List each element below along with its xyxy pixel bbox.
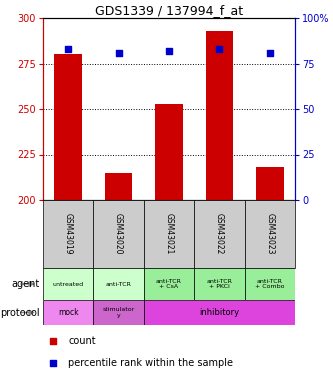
Text: GSM43021: GSM43021 (165, 213, 173, 255)
Point (267, 50, 272, 55)
Point (66, 46, 71, 52)
Bar (194, 268, 245, 300)
Bar (144, 268, 194, 300)
Bar (54, 54, 82, 200)
Bar (93, 200, 144, 268)
Bar (93, 300, 144, 325)
Bar (155, 104, 183, 200)
Point (50, 339, 56, 345)
Title: GDS1339 / 137994_f_at: GDS1339 / 137994_f_at (95, 4, 243, 17)
Text: percentile rank within the sample: percentile rank within the sample (68, 358, 233, 368)
Bar (144, 200, 194, 268)
Point (217, 46, 222, 52)
Bar (245, 268, 295, 300)
Text: count: count (68, 336, 96, 346)
Text: untreated: untreated (53, 282, 84, 286)
Point (166, 48, 172, 54)
Text: inhibitory: inhibitory (199, 308, 239, 317)
Text: anti-TCR
+ PKCi: anti-TCR + PKCi (206, 279, 232, 290)
Point (50, 360, 56, 366)
Text: GSM43022: GSM43022 (215, 213, 224, 255)
Text: GSM43019: GSM43019 (64, 213, 73, 255)
Bar (93, 268, 144, 300)
Bar (256, 167, 284, 200)
Text: anti-TCR
+ Combo: anti-TCR + Combo (255, 279, 285, 290)
Text: anti-TCR: anti-TCR (106, 282, 132, 286)
Bar (43, 200, 93, 268)
Bar (43, 300, 93, 325)
Point (116, 50, 121, 55)
Text: protocol: protocol (0, 308, 40, 318)
Text: GSM43020: GSM43020 (114, 213, 123, 255)
Bar (245, 200, 295, 268)
Text: mock: mock (58, 308, 79, 317)
Bar (43, 268, 93, 300)
Bar (105, 173, 133, 200)
Bar (194, 200, 245, 268)
Text: agent: agent (11, 279, 40, 289)
Text: anti-TCR
+ CsA: anti-TCR + CsA (156, 279, 182, 290)
Text: stimulator
y: stimulator y (103, 307, 135, 318)
Bar (144, 300, 295, 325)
Text: GSM43023: GSM43023 (265, 213, 274, 255)
Bar (205, 31, 233, 200)
